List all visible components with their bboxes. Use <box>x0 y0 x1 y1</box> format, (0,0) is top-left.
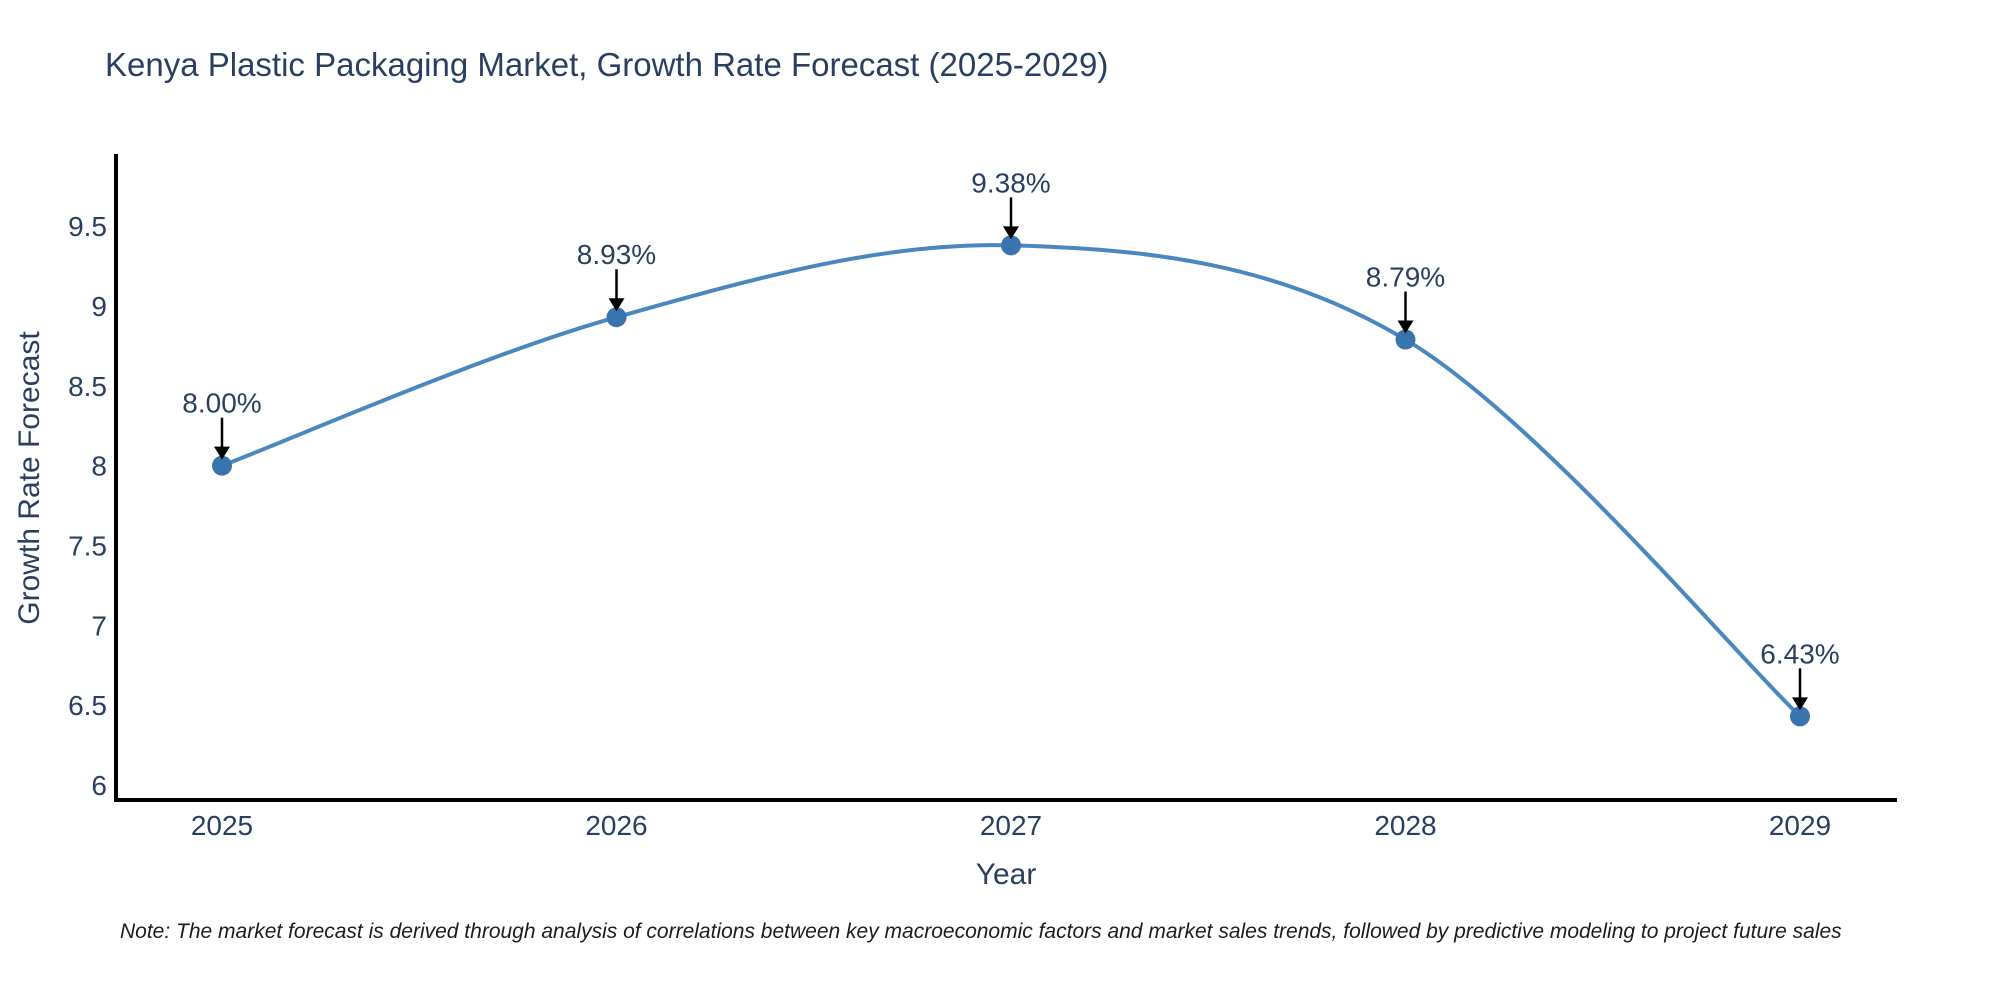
annotation-arrow-head <box>1792 697 1808 711</box>
annotation-arrow-head <box>1397 320 1414 334</box>
y-tick-label: 7 <box>91 610 107 641</box>
chart-title: Kenya Plastic Packaging Market, Growth R… <box>105 46 1109 83</box>
annotation-arrow-head <box>214 446 230 460</box>
x-tick-label: 2028 <box>1374 810 1436 841</box>
data-point-marker <box>606 307 627 328</box>
data-point-marker <box>212 455 232 476</box>
y-tick-label: 7.5 <box>68 531 107 562</box>
x-tick-label: 2026 <box>585 810 647 841</box>
footnote: Note: The market forecast is derived thr… <box>120 920 1842 943</box>
x-axis-title: Year <box>975 858 1037 891</box>
y-tick-label: 9 <box>91 291 107 322</box>
data-point-marker <box>1395 329 1416 350</box>
annotation-label: 9.38% <box>971 167 1050 198</box>
annotation-arrow-head <box>608 298 625 312</box>
x-tick-label: 2029 <box>1769 810 1831 841</box>
annotation-label: 8.79% <box>1366 262 1445 293</box>
annotation-label: 6.43% <box>1760 638 1839 669</box>
data-point-marker <box>1001 235 1021 256</box>
x-tick-label: 2027 <box>980 810 1042 841</box>
annotation-arrow-head <box>1003 226 1019 240</box>
y-tick-label: 6 <box>91 770 107 801</box>
x-tick-label: 2025 <box>191 810 253 841</box>
annotation-label: 8.00% <box>182 388 261 419</box>
y-tick-label: 6.5 <box>68 690 107 721</box>
data-point-marker <box>1790 706 1810 727</box>
y-tick-label: 9.5 <box>68 211 107 242</box>
trend-line <box>220 243 1802 719</box>
y-tick-label: 8.5 <box>68 371 107 402</box>
y-tick-label: 8 <box>91 451 107 482</box>
annotation-label: 8.93% <box>577 239 656 270</box>
